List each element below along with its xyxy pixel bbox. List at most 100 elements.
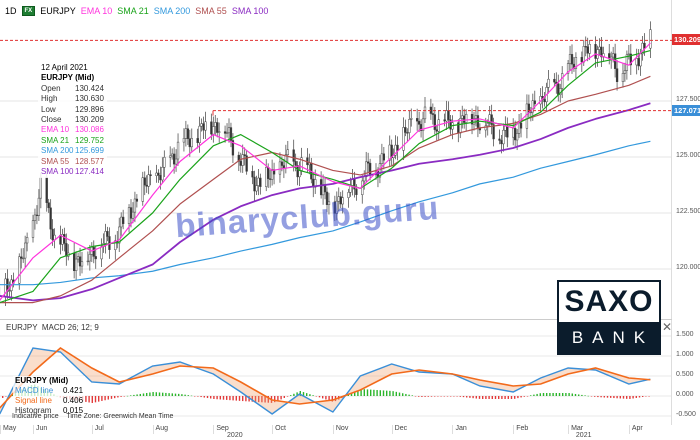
- x-tick-label: Jul: [91, 425, 104, 434]
- candle-body: [568, 54, 572, 64]
- histogram-bar: [638, 396, 641, 398]
- candle-body: [445, 110, 448, 122]
- histogram-bar: [318, 396, 321, 398]
- indicator-label[interactable]: SMA 21: [117, 6, 149, 16]
- candle-body: [31, 220, 35, 238]
- candle-body: [637, 58, 640, 67]
- histogram-bar: [274, 396, 276, 403]
- candle-body: [504, 125, 507, 131]
- legend-row: SMA 100 127.414: [41, 167, 104, 177]
- candle-body: [557, 83, 560, 96]
- legend-key: SMA 55: [41, 156, 70, 166]
- x-tick-label: Mar: [568, 425, 583, 434]
- candle-body: [327, 201, 331, 205]
- legend-key: Close: [41, 115, 62, 125]
- histogram-bar: [222, 396, 225, 400]
- candle-body: [227, 127, 231, 134]
- histogram-bar: [149, 392, 151, 396]
- candle-body: [365, 161, 368, 177]
- histogram-bar: [507, 396, 509, 399]
- histogram-bar: [379, 390, 381, 396]
- histogram-bar: [117, 396, 119, 398]
- legend-value: 129.896: [75, 104, 104, 114]
- candle-body: [525, 103, 529, 129]
- symbol-label[interactable]: EURJPY: [40, 6, 76, 16]
- candle-body: [515, 133, 519, 141]
- candle-body: [196, 138, 199, 143]
- histogram-bar: [254, 396, 257, 402]
- histogram-bar: [91, 396, 93, 403]
- histogram-bar: [648, 396, 650, 397]
- candle-body: [588, 44, 591, 54]
- legend-date: 12 April 2021: [41, 63, 88, 72]
- y-tick-label: 127.500: [676, 96, 700, 103]
- candle-body: [223, 131, 227, 134]
- timeframe-button[interactable]: 1D: [5, 6, 17, 16]
- price-chart[interactable]: [0, 0, 672, 320]
- macd-pane-title: EURJPY MACD 26; 12; 9: [6, 323, 99, 332]
- histogram-bar: [606, 396, 609, 398]
- candle-body: [584, 46, 587, 48]
- candle-body: [157, 172, 160, 176]
- candle-body: [543, 99, 546, 103]
- legend-value: 130.630: [75, 94, 104, 104]
- close-pane-icon[interactable]: ✕: [662, 320, 673, 334]
- histogram-bar: [158, 392, 161, 396]
- histogram-bar: [360, 389, 362, 396]
- legend-row: SMA 200 125.699: [41, 146, 104, 156]
- histogram-bar: [261, 396, 263, 403]
- candle-body: [47, 202, 50, 209]
- candle-body: [368, 162, 372, 176]
- histogram-bar: [539, 393, 541, 396]
- candle-body: [186, 128, 189, 139]
- candle-body: [141, 177, 144, 202]
- legend-row: SMA 55 128.577: [41, 157, 104, 167]
- histogram-bar: [498, 396, 500, 399]
- candle-body: [20, 256, 23, 259]
- histogram-bar: [642, 396, 644, 397]
- candle-body: [267, 166, 270, 179]
- candle-body: [251, 171, 254, 178]
- candle-body: [253, 176, 256, 192]
- histogram-bar: [626, 396, 628, 399]
- indicator-label[interactable]: SMA 200: [153, 6, 191, 16]
- legend-value: 130.424: [75, 83, 104, 93]
- candle-body: [18, 256, 21, 284]
- histogram-bar: [136, 394, 138, 396]
- chart-header: 1D FX EURJPY EMA 10 SMA 21 SMA 200 SMA 55 SM…: [5, 6, 268, 16]
- indicator-label[interactable]: SMA 55: [195, 6, 227, 16]
- histogram-bar: [517, 396, 519, 399]
- indicator-label[interactable]: SMA 100: [231, 6, 269, 16]
- histogram-bar: [405, 393, 407, 396]
- candle-body: [474, 115, 478, 119]
- histogram-bar: [213, 396, 215, 399]
- histogram-bar: [392, 391, 394, 396]
- histogram-bar: [389, 390, 391, 396]
- indicator-label[interactable]: EMA 10: [80, 6, 113, 16]
- histogram-bar: [472, 396, 474, 399]
- histogram-bar: [430, 396, 433, 397]
- histogram-bar: [603, 396, 605, 398]
- candle-body: [169, 155, 172, 158]
- candles: [0, 21, 652, 307]
- candle-body: [629, 53, 632, 66]
- histogram-bar: [370, 389, 372, 396]
- y-tick-label: 122.500: [676, 208, 700, 215]
- histogram-bar: [421, 396, 423, 397]
- candle-body: [172, 153, 176, 165]
- candle-body: [433, 114, 436, 130]
- candle-body: [269, 178, 272, 180]
- candle-body: [218, 131, 221, 133]
- histogram-bar: [194, 396, 196, 397]
- candle-body: [147, 174, 150, 187]
- histogram-bar: [174, 393, 177, 396]
- histogram-bar: [139, 393, 141, 396]
- candle-body: [484, 125, 487, 131]
- histogram-bar: [245, 396, 247, 402]
- histogram-bar: [197, 396, 199, 397]
- histogram-bar: [235, 396, 237, 401]
- histogram-bar: [478, 396, 481, 399]
- macd-chart[interactable]: [0, 320, 672, 425]
- candle-body: [492, 124, 495, 140]
- histogram-bar: [190, 395, 193, 397]
